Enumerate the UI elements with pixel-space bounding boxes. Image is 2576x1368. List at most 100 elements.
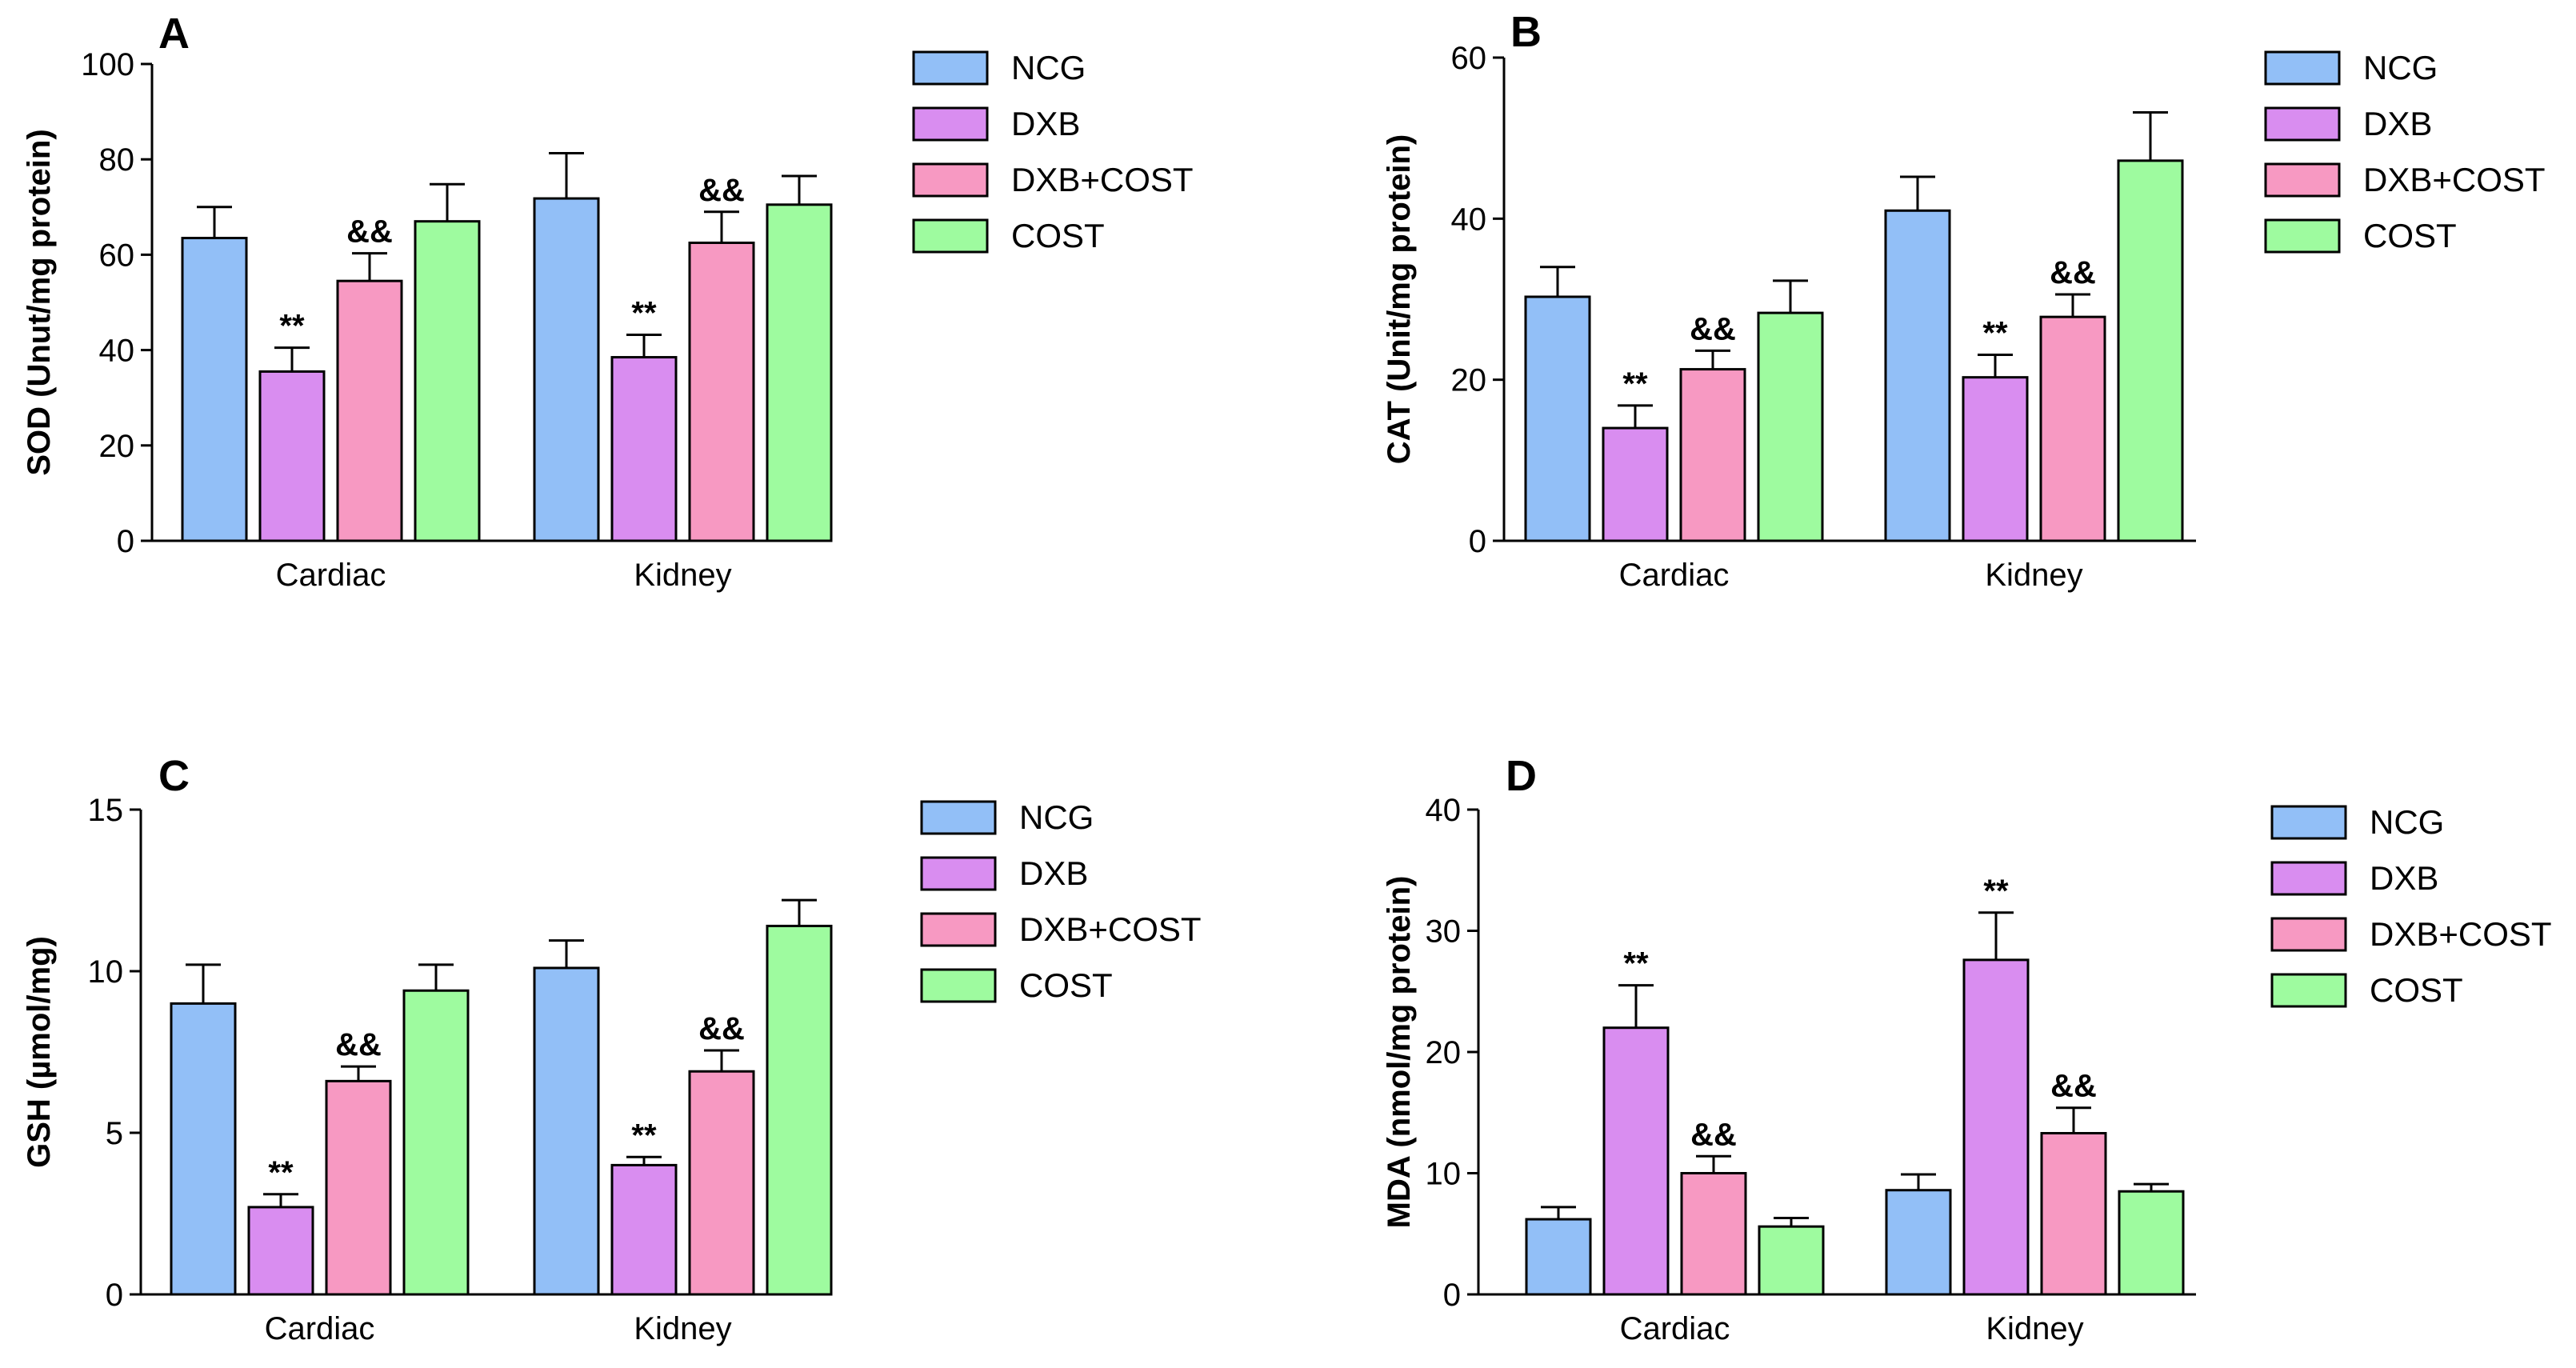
bar-ncg-kidney [1884, 209, 1951, 542]
legend-label: DXB [2363, 105, 2432, 142]
x-category-label: Cardiac [276, 558, 386, 593]
bar-dxb-cardiac [258, 370, 326, 542]
legend-label: DXB+COST [2363, 161, 2546, 198]
bar-cost-kidney [766, 924, 833, 1296]
significance-mark: && [698, 1011, 745, 1046]
x-category-label: Cardiac [1619, 558, 1730, 593]
bar-dxb-plus-cost-cardiac [1679, 368, 1746, 542]
significance-mark: && [1690, 1117, 1737, 1152]
legend-label: DXB+COST [1011, 161, 1194, 198]
legend-swatch [912, 106, 989, 142]
bar-cost-kidney [2117, 159, 2184, 542]
legend-swatch [912, 218, 989, 254]
bar-dxb-cardiac [1602, 1026, 1670, 1296]
y-tick-label: 20 [1451, 363, 1487, 398]
significance-mark: ** [631, 296, 657, 331]
significance-mark: ** [1623, 946, 1649, 982]
panel-letter: B [1510, 8, 1542, 56]
bar-ncg-cardiac [1525, 1218, 1592, 1296]
x-category-label: Cardiac [1620, 1311, 1730, 1346]
bar-dxb-kidney [1962, 958, 2030, 1296]
legend-label: COST [2363, 217, 2457, 254]
significance-mark: && [346, 214, 393, 250]
bar-dxb-kidney [1962, 376, 2029, 542]
y-tick-label: 0 [1469, 524, 1486, 559]
legend-swatch [912, 162, 989, 198]
y-tick-label: 40 [1426, 793, 1462, 828]
legend-label: DXB+COST [1019, 910, 1202, 948]
y-tick-label: 0 [1443, 1278, 1461, 1313]
legend: NCG DXB DXB+COST COST [2270, 803, 2552, 1009]
legend-label: NCG [1011, 49, 1086, 86]
significance-mark: && [2050, 255, 2096, 290]
bar-ncg-kidney [1885, 1189, 1952, 1296]
legend-swatch [2264, 162, 2341, 198]
bar-dxb-cardiac [247, 1206, 314, 1296]
y-axis-label: MDA (nmol/mg protein) [1382, 876, 1417, 1229]
significance-mark: ** [1983, 874, 2009, 909]
y-tick-label: 10 [88, 954, 124, 990]
x-category-label: Kidney [1985, 558, 2082, 593]
significance-mark: && [1690, 311, 1736, 346]
y-tick-label: 80 [99, 142, 135, 178]
panel-letter: C [158, 752, 190, 800]
significance-mark: ** [631, 1118, 657, 1153]
significance-mark: ** [268, 1155, 294, 1190]
y-tick-label: 60 [1451, 41, 1487, 76]
y-axis-label: GSH (µmol/mg) [22, 936, 57, 1168]
chart-panel-a: A 0 20 40 60 80 100 SOD (Unut/mg protein) ** && Ca… [22, 10, 1194, 593]
panel-letter: D [1506, 752, 1537, 800]
significance-mark: ** [279, 309, 305, 344]
x-category-label: Kidney [1986, 1311, 2083, 1346]
bar-ncg-kidney [533, 966, 600, 1296]
bar-ncg-cardiac [181, 237, 248, 542]
bar-dxb-plus-cost-kidney [688, 1070, 755, 1296]
significance-mark: && [698, 173, 745, 208]
legend-swatch [2264, 106, 2341, 142]
legend-swatch [920, 968, 997, 1003]
legend-label: NCG [2370, 803, 2444, 841]
legend: NCG DXB DXB+COST COST [920, 798, 1202, 1004]
legend-swatch [2270, 917, 2347, 952]
bar-cost-kidney [2118, 1190, 2185, 1296]
bar-dxb-plus-cost-kidney [2040, 1132, 2107, 1296]
legend: NCG DXB DXB+COST COST [912, 49, 1194, 254]
y-tick-label: 15 [88, 793, 124, 828]
y-axis-label: CAT (Unit/mg protein) [1382, 134, 1417, 465]
legend-swatch [2264, 50, 2341, 86]
legend-label: COST [2370, 971, 2463, 1009]
legend-label: COST [1011, 217, 1105, 254]
y-tick-label: 0 [106, 1278, 123, 1313]
y-tick-label: 0 [117, 524, 134, 559]
legend-swatch [2264, 218, 2341, 254]
legend-label: DXB [1011, 105, 1080, 142]
legend-swatch [912, 50, 989, 86]
y-tick-label: 20 [99, 429, 135, 464]
chart-panel-c: C 0 5 10 15 GSH (µmol/mg) ** && Cardiac ** && Kidne… [22, 752, 1202, 1346]
significance-mark: ** [1982, 315, 2008, 350]
x-category-label: Cardiac [265, 1311, 375, 1346]
y-tick-label: 60 [99, 238, 135, 273]
y-tick-label: 30 [1426, 914, 1462, 950]
y-tick-label: 5 [106, 1116, 123, 1151]
bar-ncg-cardiac [170, 1002, 237, 1296]
chart-panel-d: D 0 10 20 30 40 MDA (nmol/mg protein) ** && Cardi… [1382, 752, 2552, 1346]
panel-letter: A [158, 10, 190, 58]
bar-dxb-plus-cost-cardiac [325, 1079, 392, 1296]
bar-dxb-cardiac [1602, 426, 1669, 542]
bar-cost-cardiac [414, 220, 481, 542]
legend-swatch [2270, 805, 2347, 840]
legend-swatch [920, 856, 997, 891]
legend-label: COST [1019, 966, 1113, 1004]
bar-dxb-plus-cost-cardiac [336, 279, 403, 542]
bar-dxb-plus-cost-cardiac [1680, 1172, 1747, 1296]
bar-dxb-plus-cost-kidney [688, 242, 755, 542]
y-axis-label: SOD (Unut/mg protein) [22, 129, 57, 475]
legend-swatch [920, 800, 997, 835]
legend-label: NCG [2363, 49, 2438, 86]
legend-label: DXB [1019, 854, 1088, 892]
legend-swatch [2270, 861, 2347, 896]
legend: NCG DXB DXB+COST COST [2264, 49, 2546, 254]
bar-ncg-kidney [533, 197, 600, 542]
